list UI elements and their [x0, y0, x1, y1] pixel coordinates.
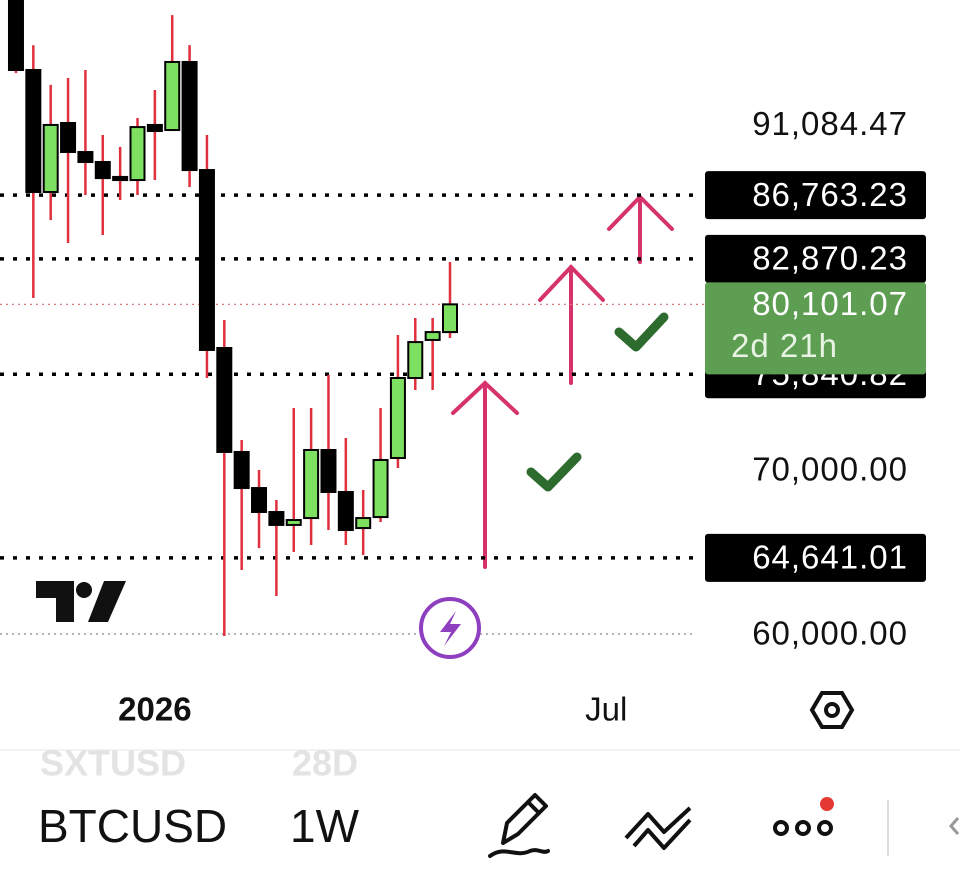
- countdown: 2d 21h: [731, 327, 838, 364]
- x-tick-label: 2026: [118, 691, 191, 728]
- candle-body: [77, 151, 94, 164]
- x-tick-label: Jul: [585, 691, 627, 728]
- checkmark: [614, 312, 669, 352]
- candle-body: [424, 331, 441, 341]
- candle-body: [181, 60, 198, 172]
- candle-body: [268, 510, 285, 526]
- level-tag: [705, 234, 926, 283]
- last-price-label: 80,101.07: [752, 285, 908, 322]
- level-tag: [705, 533, 926, 582]
- previous-interval: 28D: [292, 743, 358, 784]
- y-tick-label: 70,000.00: [752, 451, 908, 488]
- candle-body: [355, 517, 372, 530]
- candle-body: [129, 126, 146, 182]
- candle-body: [112, 175, 129, 182]
- candle-body: [60, 121, 77, 154]
- y-tick-label: 91,084.47: [752, 105, 908, 142]
- candle-body: [285, 519, 302, 526]
- draw-button[interactable]: [488, 793, 550, 858]
- y-tick-bg: [712, 102, 926, 147]
- candle-body: [389, 376, 406, 460]
- level-tag: [705, 171, 926, 220]
- candle-body: [146, 123, 163, 133]
- candle-body: [94, 161, 111, 180]
- candle-body: [251, 487, 268, 513]
- indicators-button[interactable]: [624, 806, 692, 850]
- candle-body: [407, 341, 424, 379]
- logo: [36, 581, 126, 622]
- notification-dot: [820, 797, 834, 811]
- last-price-tag: [705, 282, 926, 375]
- checkmark: [526, 452, 582, 492]
- candle-body: [372, 458, 389, 519]
- arrow: [451, 380, 519, 569]
- candle-body: [337, 490, 354, 532]
- y-tick-label: 60,000.00: [752, 615, 908, 652]
- level-label: 82,870.23: [752, 240, 908, 277]
- candle-body: [303, 448, 320, 520]
- symbol[interactable]: BTCUSD: [38, 800, 227, 852]
- arrow: [607, 194, 674, 264]
- previous-symbol: SXTUSD: [40, 743, 186, 784]
- interval[interactable]: 1W: [290, 800, 360, 852]
- candle-body: [164, 60, 181, 132]
- y-tick-bg: [712, 448, 926, 493]
- plot: 91,084.47 70,000.00 60,000.00 86,763.23 82,8…: [0, 0, 926, 728]
- candle-body: [216, 346, 233, 453]
- scroll-hint: [949, 817, 960, 835]
- candle-body: [25, 69, 42, 194]
- alert-button[interactable]: [419, 597, 481, 659]
- settings-button[interactable]: [809, 691, 855, 729]
- more-button[interactable]: [773, 820, 833, 836]
- candle-body: [42, 123, 59, 194]
- arrows: [451, 194, 674, 569]
- candle-body: [7, 0, 24, 72]
- arrow: [538, 264, 605, 385]
- level-label: 64,641.01: [752, 539, 908, 576]
- y-tick-bg: [712, 611, 926, 656]
- candle-body: [442, 303, 458, 334]
- checkmarks: [526, 312, 669, 492]
- candle-body: [320, 448, 337, 493]
- level-label: 86,763.23: [752, 176, 908, 213]
- candle-body: [198, 169, 215, 351]
- candle-body: [233, 450, 250, 490]
